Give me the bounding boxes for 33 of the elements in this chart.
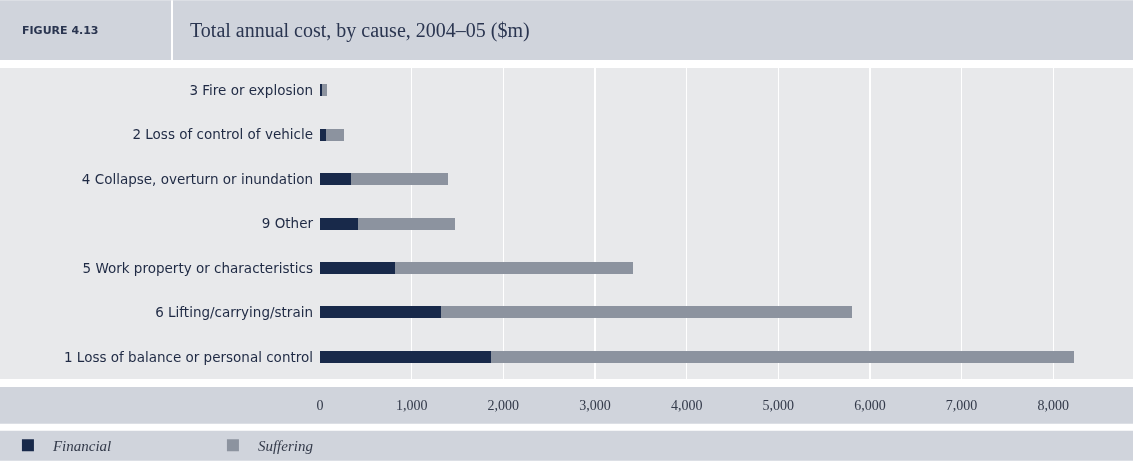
chart-title: Total annual cost, by cause, 2004–05 ($m) [190, 19, 530, 42]
x-tick-label: 1,000 [395, 398, 428, 413]
y-tick-label: 2 Loss of control of vehicle [132, 126, 313, 143]
bar [320, 350, 492, 363]
y-tick-label: 6 Lifting/carrying/strain [155, 304, 313, 321]
legend-label: Financial [51, 438, 112, 455]
bar [351, 173, 449, 186]
bar [320, 217, 358, 230]
y-tick-label: 5 Work property or characteristics [82, 259, 313, 276]
x-tick-label: 8,000 [1037, 398, 1070, 413]
bar [357, 217, 455, 230]
caption: FIGURE 4.13 [22, 24, 99, 37]
bar [320, 128, 326, 141]
bar [395, 261, 634, 274]
bar [440, 306, 852, 319]
y-tick-label: 3 Fire or explosion [189, 81, 313, 98]
y-tick-label: 1 Loss of balance or personal control [63, 348, 313, 365]
x-tick-label: 0 [316, 398, 324, 413]
x-tick-label: 6,000 [854, 398, 886, 413]
bar [320, 173, 352, 186]
bar [320, 306, 441, 319]
x-tick-label: 2,000 [487, 398, 520, 413]
y-tick-label: 9 Other [261, 215, 314, 232]
bar [320, 261, 396, 274]
x-tick-label: 7,000 [945, 398, 978, 413]
legend-label: Suffering [257, 438, 314, 455]
bar [491, 350, 1075, 363]
x-tick-label: 3,000 [579, 398, 611, 413]
bar [325, 128, 344, 141]
x-tick-label: 4,000 [670, 398, 703, 413]
y-tick-label: 4 Collapse, overturn or inundation [81, 170, 313, 187]
bar [321, 84, 328, 97]
x-tick-label: 5,000 [762, 398, 795, 413]
